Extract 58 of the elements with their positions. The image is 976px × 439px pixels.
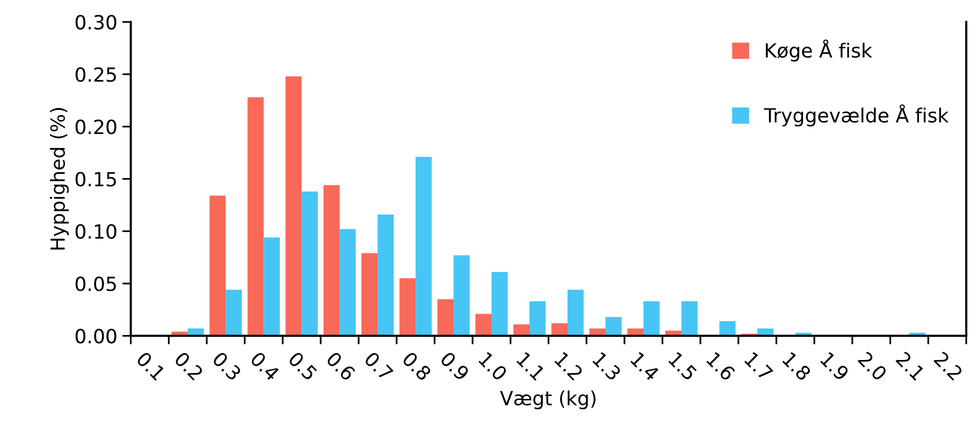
bar bbox=[361, 253, 378, 336]
x-tick-label: 1.4 bbox=[630, 352, 660, 382]
x-tick-label: 1.9 bbox=[820, 351, 850, 382]
x-tick-label: 2.2 bbox=[934, 350, 964, 381]
bar bbox=[681, 301, 698, 336]
bar bbox=[530, 301, 546, 336]
bar bbox=[399, 278, 416, 336]
bar bbox=[324, 185, 340, 336]
bar bbox=[643, 301, 660, 336]
x-tick-label: 0.1 bbox=[136, 350, 166, 381]
x-tick-label: 2.1 bbox=[896, 350, 926, 381]
legend-label: Køge Å fisk bbox=[766, 39, 872, 62]
x-tick-label: 0.5 bbox=[288, 350, 318, 382]
x-tick-label: 0.3 bbox=[212, 350, 242, 382]
bar bbox=[378, 214, 394, 336]
bar bbox=[475, 314, 492, 336]
y-tick-label: 0.15 bbox=[76, 172, 116, 187]
x-tick-label: 1.1 bbox=[516, 352, 546, 381]
x-tick-label: 0.8 bbox=[402, 350, 432, 382]
bar bbox=[302, 191, 318, 336]
bar bbox=[437, 299, 454, 336]
bar bbox=[264, 237, 280, 336]
x-axis-title: Vægt (kg) bbox=[500, 390, 596, 410]
bar bbox=[340, 229, 356, 336]
x-tick-label: 0.4 bbox=[250, 350, 280, 382]
x-tick-label: 1.6 bbox=[706, 351, 736, 382]
x-tick-label: 0.2 bbox=[174, 350, 204, 381]
bar bbox=[416, 156, 432, 336]
x-tick-label: 0.6 bbox=[326, 350, 356, 382]
x-tick-label: 1.7 bbox=[744, 352, 774, 381]
bar bbox=[568, 290, 584, 336]
x-tick-label: 0.9 bbox=[440, 350, 470, 382]
x-tick-label: 1.8 bbox=[782, 351, 812, 382]
bar bbox=[248, 97, 264, 336]
bar bbox=[210, 196, 226, 336]
y-tick-label: 0.30 bbox=[76, 14, 116, 30]
bar bbox=[605, 317, 622, 336]
y-tick-label: 0.10 bbox=[76, 224, 116, 239]
x-tick-label: 1.3 bbox=[592, 351, 622, 382]
x-tick-label: 0.7 bbox=[364, 350, 394, 382]
bar bbox=[719, 321, 736, 336]
bar bbox=[188, 328, 204, 336]
legend-label: Tryggevælde Å fisk bbox=[764, 104, 949, 126]
bar bbox=[513, 324, 530, 336]
y-axis-title: Hyppighed (%) bbox=[50, 108, 69, 250]
y-tick-label: 0.25 bbox=[76, 67, 116, 82]
x-tick-label: 1.2 bbox=[554, 351, 584, 381]
bar bbox=[286, 76, 302, 336]
bar bbox=[454, 255, 470, 336]
bar bbox=[551, 323, 568, 336]
x-tick-label: 1.0 bbox=[478, 351, 508, 382]
y-tick-label: 0.05 bbox=[76, 276, 116, 292]
y-tick-label: 0.00 bbox=[76, 328, 116, 344]
bar bbox=[492, 272, 508, 336]
y-tick-label: 0.20 bbox=[76, 120, 116, 134]
x-tick-label: 2.0 bbox=[857, 350, 888, 382]
x-tick-label: 1.5 bbox=[668, 352, 698, 382]
bar bbox=[226, 290, 242, 336]
